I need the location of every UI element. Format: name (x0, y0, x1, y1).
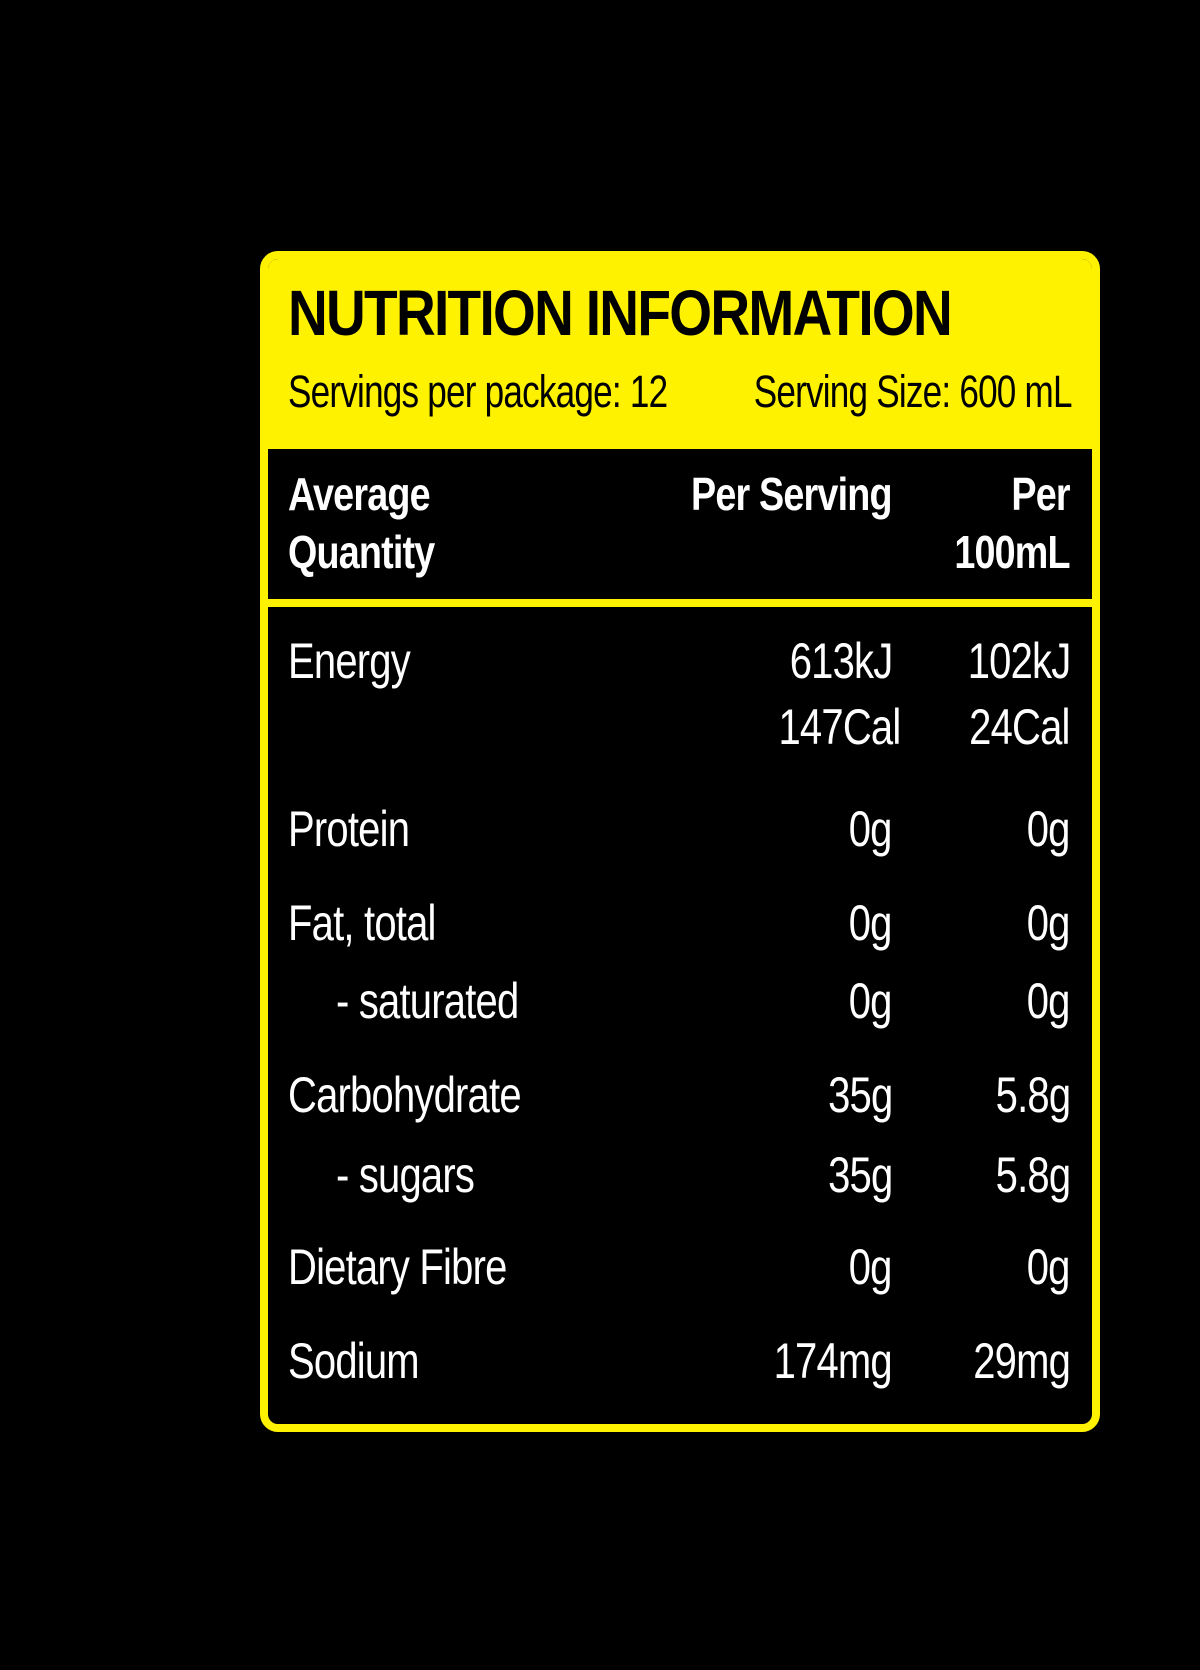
per-serving-value: 174mg (773, 1333, 893, 1389)
column-header-per-100ml: Per 100mL (954, 465, 1071, 581)
per-100ml-value: 5.8g (995, 1067, 1070, 1123)
nutrient-name: - saturated (336, 973, 519, 1029)
column-header-per-100ml-text: Per 100mL (954, 468, 1071, 578)
per-serving-value: 0g (849, 895, 893, 951)
nutrient-name: - sugars (336, 1147, 475, 1203)
per-serving-value: 0g (849, 801, 893, 857)
servings-per-package: Servings per package: 12 (288, 366, 668, 417)
nutrition-header: NUTRITION INFORMATION Servings per packa… (268, 259, 1092, 449)
column-headers: Average Quantity Per Serving Per 100mL (268, 449, 1092, 599)
per-100ml-value: 29mg (973, 1333, 1071, 1389)
column-header-quantity-text: Average Quantity (288, 468, 435, 578)
per-100ml-value: 0g (1027, 895, 1071, 951)
nutrient-name: Energy (288, 633, 411, 689)
per-serving-value-secondary: 147Cal (778, 699, 901, 755)
nutrient-name: Carbohydrate (288, 1067, 522, 1123)
header-divider (268, 599, 1092, 607)
nutrient-name: Fat, total (288, 895, 436, 951)
per-serving-value: 0g (849, 973, 893, 1029)
per-serving-value: 35g (827, 1147, 893, 1203)
column-header-per-serving: Per Serving (691, 468, 892, 520)
per-serving-value: 35g (827, 1067, 893, 1123)
nutrient-name: Sodium (288, 1333, 420, 1389)
per-100ml-value-secondary: 24Cal (969, 699, 1070, 755)
per-100ml-value: 0g (1027, 973, 1071, 1029)
per-serving-value: 613kJ (789, 633, 893, 689)
per-100ml-value: 5.8g (995, 1147, 1070, 1203)
nutrition-panel: NUTRITION INFORMATION Servings per packa… (260, 251, 1100, 1432)
serving-size: Serving Size: 600 mL (753, 366, 1073, 417)
per-serving-value: 0g (849, 1239, 893, 1295)
per-100ml-value: 102kJ (967, 633, 1071, 689)
column-header-quantity: Average Quantity (288, 465, 435, 581)
panel-title: NUTRITION INFORMATION (288, 277, 953, 349)
nutrient-name: Dietary Fibre (288, 1239, 507, 1295)
per-100ml-value: 0g (1027, 801, 1071, 857)
nutrient-name: Protein (288, 801, 410, 857)
per-100ml-value: 0g (1027, 1239, 1071, 1295)
